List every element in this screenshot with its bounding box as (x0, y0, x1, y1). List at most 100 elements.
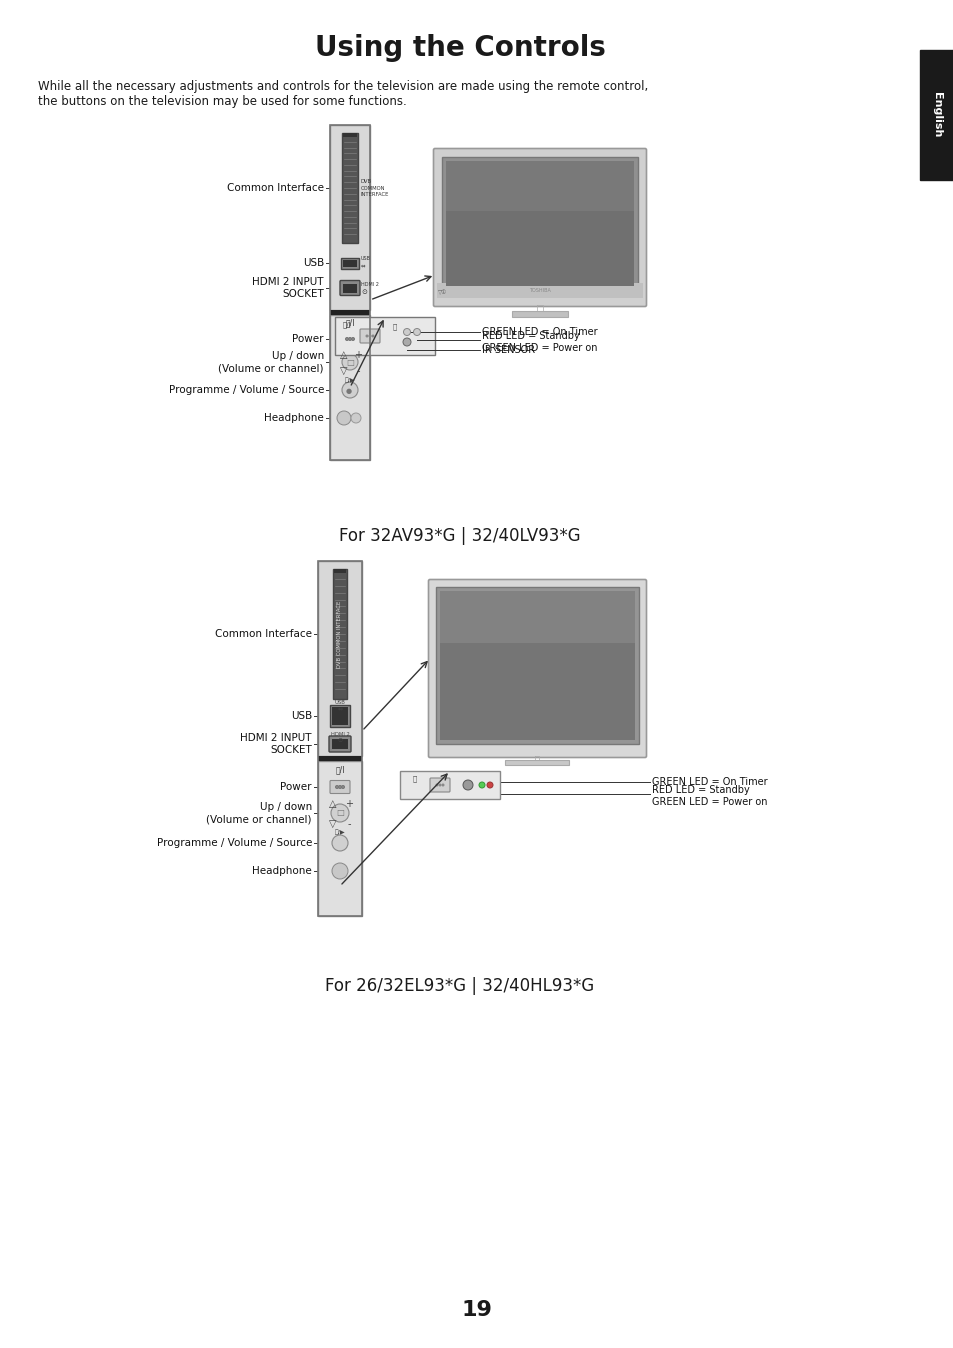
Circle shape (336, 411, 351, 425)
Bar (446, 160, 634, 286)
Text: GREEN LED = On Timer: GREEN LED = On Timer (481, 328, 597, 337)
Text: For 32AV93*G | 32/40LV93*G: For 32AV93*G | 32/40LV93*G (339, 527, 580, 545)
Bar (333, 569, 347, 700)
Text: Common Interface: Common Interface (227, 183, 324, 193)
Circle shape (438, 783, 441, 786)
Text: ⏻: ⏻ (413, 775, 416, 782)
Bar (335, 317, 435, 355)
Text: -: - (347, 820, 351, 829)
Bar (439, 590, 635, 643)
Text: IR SENSOR: IR SENSOR (406, 780, 459, 790)
Bar (332, 706, 348, 725)
Text: △: △ (340, 350, 348, 360)
FancyBboxPatch shape (428, 580, 646, 758)
Bar (317, 756, 361, 762)
Text: For 26/32EL93*G | 32/40HL93*G: For 26/32EL93*G | 32/40HL93*G (325, 977, 594, 995)
Bar (512, 311, 567, 317)
Bar (436, 283, 642, 298)
FancyBboxPatch shape (359, 329, 379, 342)
FancyBboxPatch shape (329, 736, 351, 752)
Circle shape (341, 381, 357, 398)
Bar (436, 586, 639, 744)
Text: RED LED = Standby
GREEN LED = Power on: RED LED = Standby GREEN LED = Power on (481, 330, 597, 353)
Circle shape (371, 334, 375, 337)
Circle shape (413, 329, 420, 336)
FancyBboxPatch shape (430, 778, 450, 793)
Bar (317, 762, 361, 917)
Circle shape (478, 782, 484, 789)
Text: Up / down
(Volume or channel): Up / down (Volume or channel) (206, 802, 312, 824)
Bar (439, 590, 635, 740)
Text: ▽①: ▽① (438, 290, 447, 295)
Circle shape (462, 780, 473, 790)
Bar (919, 50, 953, 181)
Text: Programme / Volume / Source: Programme / Volume / Source (156, 838, 312, 848)
Text: -: - (355, 367, 359, 376)
Circle shape (338, 786, 341, 789)
Circle shape (486, 782, 493, 789)
Bar (334, 569, 346, 573)
Circle shape (368, 334, 371, 337)
Text: ▽: ▽ (340, 367, 348, 376)
Circle shape (345, 337, 348, 341)
Bar (340, 257, 358, 268)
Text: +: + (354, 350, 361, 360)
Circle shape (341, 355, 357, 369)
Text: □: □ (335, 809, 344, 817)
Text: Programme / Volume / Source: Programme / Volume / Source (169, 386, 324, 395)
Circle shape (402, 338, 411, 346)
Circle shape (335, 786, 338, 789)
Circle shape (403, 329, 410, 336)
Circle shape (351, 412, 360, 423)
Text: ⏻/I: ⏻/I (345, 318, 355, 328)
Bar (343, 260, 356, 267)
Text: Common Interface: Common Interface (214, 630, 312, 639)
Text: +: + (345, 799, 353, 809)
Circle shape (341, 786, 344, 789)
Text: Power: Power (280, 782, 312, 793)
Bar (343, 133, 356, 137)
Bar (330, 315, 370, 460)
Text: ⊙: ⊙ (360, 288, 367, 295)
Text: ⇔: ⇔ (360, 263, 365, 268)
Text: □: □ (346, 357, 354, 367)
Text: ⏻/▶: ⏻/▶ (335, 829, 345, 834)
Circle shape (441, 783, 444, 786)
Text: USB: USB (291, 710, 312, 721)
Circle shape (351, 337, 355, 341)
Text: ●: ● (346, 388, 352, 394)
Bar (317, 561, 361, 917)
Text: DVB COMMON INTERFACE: DVB COMMON INTERFACE (337, 600, 342, 667)
Circle shape (348, 337, 351, 341)
Bar (330, 310, 370, 315)
Text: While all the necessary adjustments and controls for the television are made usi: While all the necessary adjustments and … (38, 80, 648, 108)
Text: USB: USB (335, 701, 345, 705)
FancyBboxPatch shape (433, 148, 646, 306)
Bar (330, 125, 370, 460)
Circle shape (331, 803, 349, 822)
Bar (317, 561, 361, 756)
Circle shape (332, 834, 348, 851)
Text: Power: Power (293, 334, 324, 344)
Text: HDMI 2 INPUT
SOCKET: HDMI 2 INPUT SOCKET (253, 276, 324, 299)
Text: ⏻: ⏻ (393, 324, 396, 330)
Circle shape (332, 863, 348, 879)
Bar (330, 705, 350, 727)
Text: 19: 19 (461, 1299, 492, 1320)
Bar (332, 739, 348, 749)
Text: HDMI 2 INPUT
SOCKET: HDMI 2 INPUT SOCKET (240, 733, 312, 755)
Text: English: English (931, 92, 941, 137)
Text: TOSHIBA: TOSHIBA (529, 287, 551, 293)
Text: USB: USB (360, 256, 371, 262)
Circle shape (435, 783, 438, 786)
Bar (446, 160, 634, 212)
Text: RED LED = Standby
GREEN LED = Power on: RED LED = Standby GREEN LED = Power on (651, 785, 767, 807)
Bar (343, 283, 356, 293)
Text: GREEN LED = On Timer: GREEN LED = On Timer (651, 776, 767, 787)
Text: Headphone: Headphone (264, 412, 324, 423)
Text: USB: USB (302, 257, 324, 268)
Bar (341, 133, 357, 243)
Text: DVB
COMMON
INTERFACE: DVB COMMON INTERFACE (360, 179, 389, 197)
Text: ⇔: ⇔ (337, 706, 342, 712)
FancyBboxPatch shape (330, 780, 350, 794)
